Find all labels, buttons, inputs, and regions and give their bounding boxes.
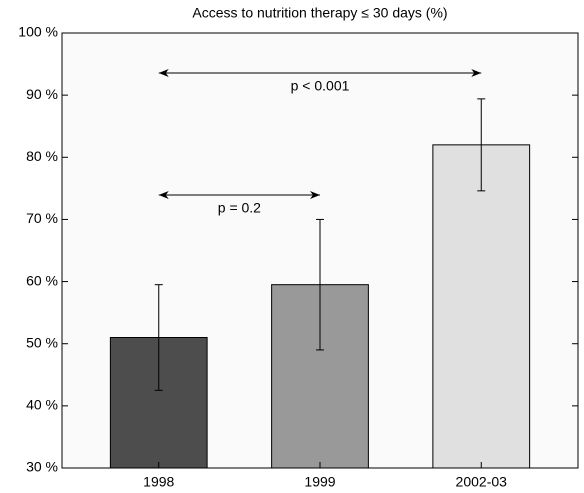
y-tick-label: 30 % xyxy=(26,459,58,475)
bar xyxy=(432,144,531,469)
annotation: p < 0.001 xyxy=(291,78,350,94)
annotation: p = 0.2 xyxy=(218,200,261,216)
chart-title: Access to nutrition therapy ≤ 30 days (%… xyxy=(192,5,447,21)
y-tick-label: 60 % xyxy=(26,272,58,288)
y-tick-label: 100 % xyxy=(18,24,58,40)
x-tick-label: 2002-03 xyxy=(456,474,508,490)
y-tick-label: 50 % xyxy=(26,334,58,350)
axes-box xyxy=(61,32,579,469)
y-tick-label: 70 % xyxy=(26,210,58,226)
y-tick-label: 90 % xyxy=(26,86,58,102)
y-tick-label: 40 % xyxy=(26,397,58,413)
x-tick-label: 1998 xyxy=(143,474,174,490)
y-tick-label: 80 % xyxy=(26,148,58,164)
x-tick-label: 1999 xyxy=(304,474,335,490)
